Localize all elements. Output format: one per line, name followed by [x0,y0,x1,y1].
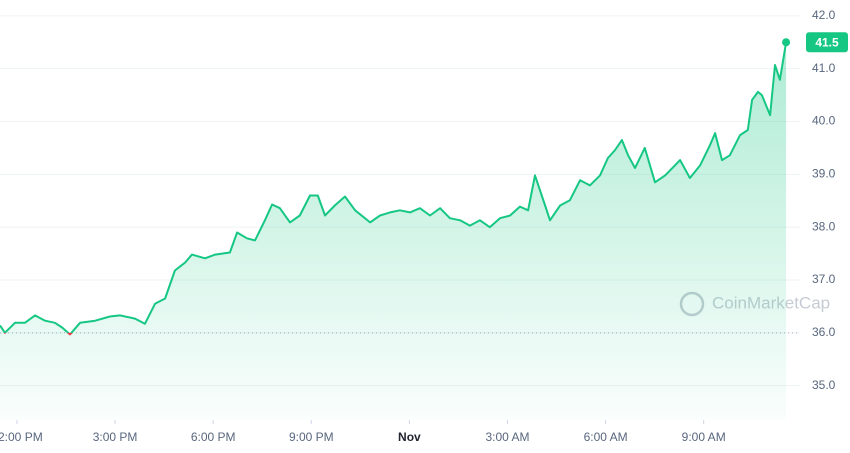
last-point [782,38,791,47]
x-tick-label: 9:00 PM [289,430,334,444]
y-tick-label: 39.0 [812,167,836,181]
y-tick-label: 36.0 [812,325,836,339]
x-tick-label: 3:00 PM [93,430,138,444]
area [0,42,787,421]
y-tick-label: 35.0 [812,378,836,392]
x-tick-label: 3:00 AM [485,430,529,444]
x-tick-label: 12:00 PM [0,430,43,444]
price-badge [806,32,848,53]
x-tick-label: 9:00 AM [682,430,726,444]
y-tick-label: 41.0 [812,61,836,75]
x-tick-label: Nov [398,430,421,444]
x-tick-label: 6:00 AM [584,430,628,444]
y-tick-label: 42.0 [812,8,836,22]
y-tick-label: 37.0 [812,272,836,286]
y-tick-label: 38.0 [812,219,836,233]
price-line [0,42,788,333]
x-tick-label: 6:00 PM [191,430,236,444]
price-badge-label: 41.5 [815,35,839,49]
y-tick-label: 40.0 [812,114,836,128]
